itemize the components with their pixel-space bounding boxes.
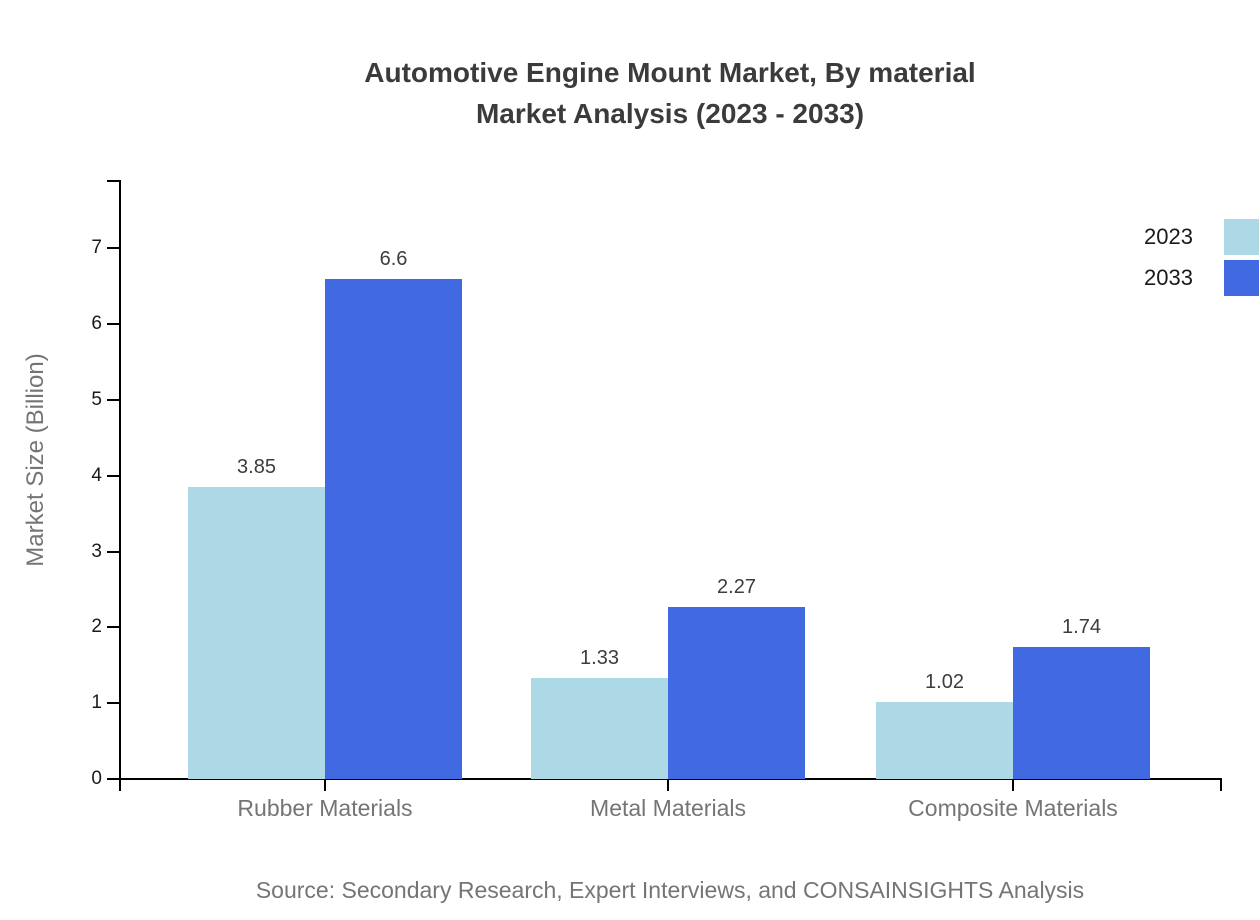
bar-2033-composite-materials [1013,647,1150,779]
legend-swatch-icon [1224,260,1259,296]
y-axis-tick-label: 5 [91,389,102,410]
x-axis-tick [667,779,669,791]
category-label: Composite Materials [908,795,1118,821]
y-axis-tick [107,247,120,249]
y-axis-tick-label: 7 [91,237,102,258]
y-axis-tick-label: 4 [91,465,102,486]
y-axis-tick-label: 6 [91,313,102,334]
chart-title-line1: Automotive Engine Mount Market, By mater… [364,57,976,88]
category-label: Metal Materials [590,795,746,821]
y-axis-tick [107,551,120,553]
y-axis-label: Market Size (Billion) [22,353,49,567]
bar-value-label: 1.74 [1062,616,1101,638]
x-axis-tick [324,779,326,791]
y-axis-tick [107,323,120,325]
y-axis-tick [107,399,120,401]
chart-title: Automotive Engine Mount Market, By mater… [80,52,1260,134]
y-axis-tick [107,702,120,704]
y-axis-line [119,180,121,791]
y-axis-tick [107,475,120,477]
y-axis-tick-label: 0 [91,768,102,789]
y-axis-tick-label: 3 [91,541,102,562]
x-axis-end-cap [1220,778,1222,791]
bar-value-label: 6.6 [379,248,408,270]
y-axis-tick-label: 1 [91,692,102,713]
chart-title-line2: Market Analysis (2023 - 2033) [475,98,865,129]
bar-value-label: 2.27 [717,576,756,598]
legend-swatch-icon [1224,219,1259,255]
category-label: Rubber Materials [237,795,413,821]
legend-item-2023: 2023 [1144,219,1259,255]
bar-2023-composite-materials [876,702,1013,779]
bar-2023-rubber-materials [188,487,325,779]
bar-value-label: 3.85 [237,456,276,478]
bar-2033-metal-materials [668,607,805,779]
x-axis-tick [1012,779,1014,791]
bar-2033-rubber-materials [325,279,462,779]
bar-value-label: 1.33 [580,647,619,669]
source-note: Source: Secondary Research, Expert Inter… [255,877,1085,903]
y-axis-top-cap [107,180,121,182]
x-axis-line [108,778,1222,780]
y-axis-tick [107,778,120,780]
bar-value-label: 1.02 [925,671,964,693]
legend-label: 2023 [1144,224,1193,249]
bar-2023-metal-materials [531,678,668,779]
legend-label: 2033 [1144,265,1193,290]
y-axis-tick-label: 2 [91,616,102,637]
legend-item-2033: 2033 [1144,260,1259,296]
y-axis-tick [107,626,120,628]
legend: 2023 2033 [1144,219,1259,301]
